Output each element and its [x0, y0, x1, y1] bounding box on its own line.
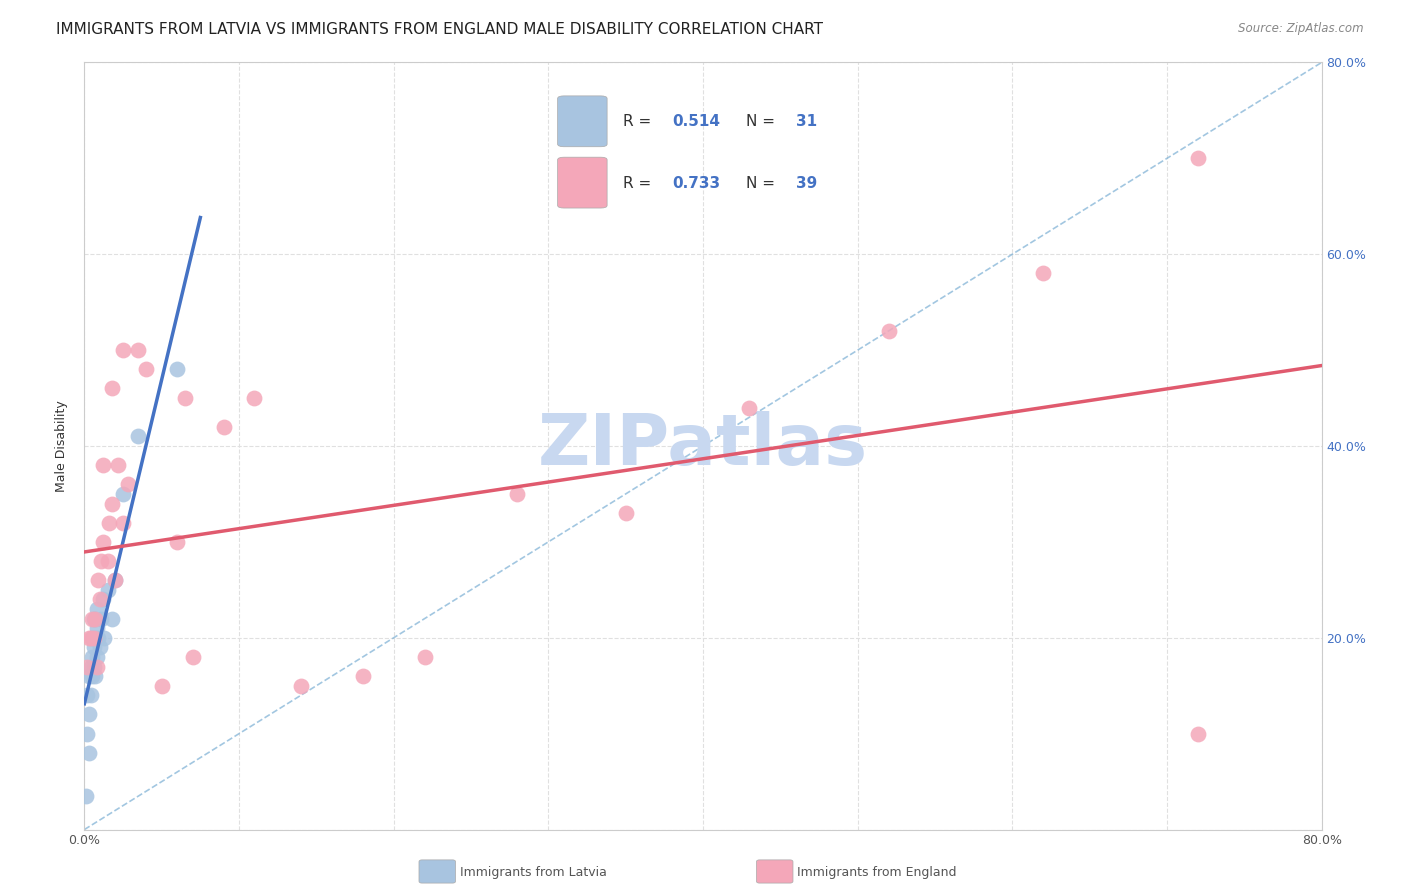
Y-axis label: Male Disability: Male Disability: [55, 401, 69, 491]
Point: [83, 612, 105, 626]
Point: [127, 343, 149, 358]
Point: [77, 631, 100, 645]
Point: [91, 535, 114, 549]
Text: Source: ZipAtlas.com: Source: ZipAtlas.com: [1239, 22, 1364, 36]
Point: [506, 487, 529, 501]
Point: [212, 420, 235, 434]
Point: [413, 649, 436, 664]
Text: ZIPatlas: ZIPatlas: [538, 411, 868, 481]
Point: [77, 707, 100, 722]
Point: [614, 506, 637, 520]
Point: [76, 689, 98, 703]
Point: [89, 640, 111, 655]
Point: [101, 382, 124, 396]
Point: [84, 612, 107, 626]
Point: [127, 429, 149, 443]
Point: [91, 592, 114, 607]
Point: [75, 789, 97, 803]
Point: [290, 679, 312, 693]
Point: [76, 726, 98, 740]
Point: [166, 535, 188, 549]
Point: [174, 391, 197, 405]
Point: [82, 649, 104, 664]
Point: [166, 362, 188, 376]
Point: [1032, 266, 1054, 280]
Point: [112, 516, 135, 530]
Point: [90, 554, 112, 568]
Point: [86, 621, 108, 635]
Point: [98, 516, 121, 530]
Point: [87, 631, 110, 645]
Point: [82, 669, 104, 683]
Point: [135, 362, 157, 376]
Point: [89, 592, 111, 607]
Point: [107, 458, 129, 473]
Point: [150, 679, 173, 693]
Text: IMMIGRANTS FROM LATVIA VS IMMIGRANTS FROM ENGLAND MALE DISABILITY CORRELATION CH: IMMIGRANTS FROM LATVIA VS IMMIGRANTS FRO…: [56, 22, 824, 37]
Point: [243, 391, 266, 405]
Point: [96, 554, 118, 568]
Point: [91, 458, 114, 473]
Point: [77, 746, 100, 760]
Point: [101, 496, 124, 510]
Point: [79, 689, 101, 703]
Point: [83, 659, 105, 673]
Point: [738, 401, 761, 415]
Point: [104, 574, 127, 588]
Point: [96, 582, 118, 597]
Point: [93, 631, 115, 645]
Point: [79, 631, 101, 645]
Point: [181, 649, 204, 664]
Point: [1187, 152, 1209, 166]
Point: [877, 324, 900, 338]
Point: [352, 669, 374, 683]
Text: Immigrants from Latvia: Immigrants from Latvia: [460, 866, 606, 879]
Point: [101, 612, 124, 626]
Point: [112, 487, 135, 501]
Point: [87, 574, 110, 588]
Point: [1187, 726, 1209, 740]
Text: Immigrants from England: Immigrants from England: [797, 866, 956, 879]
Point: [86, 649, 108, 664]
Point: [79, 659, 101, 673]
Point: [84, 612, 107, 626]
Point: [112, 343, 135, 358]
Point: [83, 631, 105, 645]
Point: [84, 631, 107, 645]
Point: [86, 659, 108, 673]
Point: [82, 612, 104, 626]
Point: [83, 640, 105, 655]
Point: [117, 477, 139, 491]
Point: [90, 612, 112, 626]
Point: [77, 669, 100, 683]
Point: [86, 602, 108, 616]
Point: [76, 659, 98, 673]
Point: [82, 631, 104, 645]
Point: [84, 669, 107, 683]
Point: [104, 574, 127, 588]
